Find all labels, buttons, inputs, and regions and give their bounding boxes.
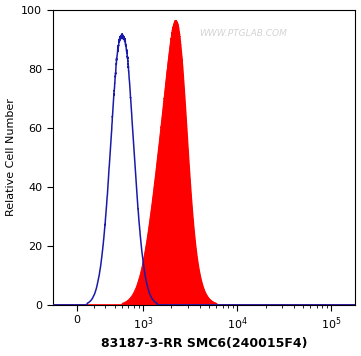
Text: WWW.PTGLAB.COM: WWW.PTGLAB.COM — [199, 29, 287, 38]
X-axis label: 83187-3-RR SMC6(240015F4): 83187-3-RR SMC6(240015F4) — [101, 337, 307, 350]
Y-axis label: Relative Cell Number: Relative Cell Number — [5, 98, 16, 216]
